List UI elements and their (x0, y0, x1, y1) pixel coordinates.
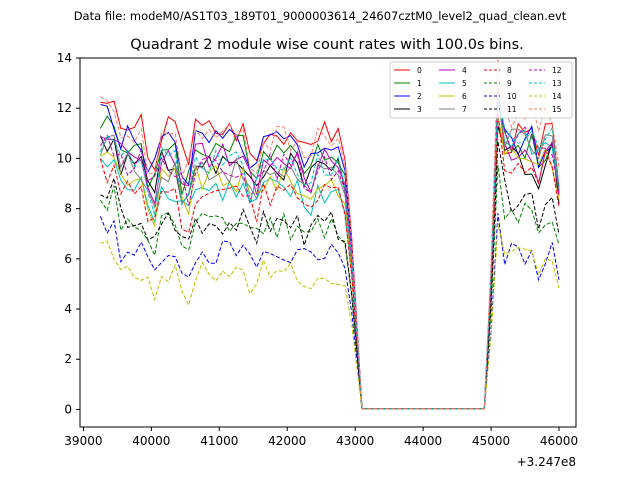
legend-label-0: 0 (417, 66, 422, 75)
legend-label-13: 13 (552, 79, 562, 88)
y-tick-label: 2 (64, 352, 72, 366)
series-line-11 (100, 141, 560, 410)
legend-label-5: 5 (462, 79, 467, 88)
x-offset-label: +3.247e8 (517, 455, 576, 469)
y-tick-label: 6 (64, 252, 72, 266)
x-tick-label: 41000 (200, 434, 238, 448)
y-tick-label: 0 (64, 402, 72, 416)
legend-label-11: 11 (507, 105, 517, 114)
series-line-15 (100, 58, 560, 410)
legend-label-15: 15 (552, 105, 562, 114)
y-tick-label: 10 (57, 151, 72, 165)
legend-label-3: 3 (417, 105, 422, 114)
legend-label-7: 7 (462, 105, 467, 114)
legend-label-8: 8 (507, 66, 512, 75)
legend-box (389, 61, 573, 119)
legend-label-12: 12 (552, 66, 562, 75)
y-tick-label: 14 (57, 51, 72, 65)
legend-label-6: 6 (462, 92, 467, 101)
y-tick-label: 8 (64, 202, 72, 216)
x-tick-label: 46000 (540, 434, 578, 448)
series-layer (99, 58, 560, 410)
legend-label-9: 9 (507, 79, 512, 88)
x-tick-label: 40000 (132, 434, 170, 448)
y-axis: 0 2 4 6 8 10 12 14 (57, 51, 80, 416)
x-tick-label: 45000 (472, 434, 510, 448)
legend-label-4: 4 (462, 66, 467, 75)
y-tick-label: 4 (64, 302, 72, 316)
legend-label-14: 14 (552, 92, 562, 101)
datafile-label: Data file: modeM0/AS1T03_189T01_90000036… (74, 9, 567, 23)
legend-label-10: 10 (507, 92, 517, 101)
legend-label-2: 2 (417, 92, 422, 101)
y-tick-label: 12 (57, 101, 72, 115)
legend-label-1: 1 (417, 79, 422, 88)
x-tick-label: 44000 (404, 434, 442, 448)
x-tick-label: 39000 (64, 434, 102, 448)
x-axis: 39000 40000 41000 42000 43000 44000 45000 46000 (64, 427, 578, 448)
x-tick-label: 42000 (268, 434, 306, 448)
chart-title: Quadrant 2 module wise count rates with … (130, 37, 524, 53)
plot-frame (79, 57, 577, 428)
x-tick-label: 43000 (336, 434, 374, 448)
